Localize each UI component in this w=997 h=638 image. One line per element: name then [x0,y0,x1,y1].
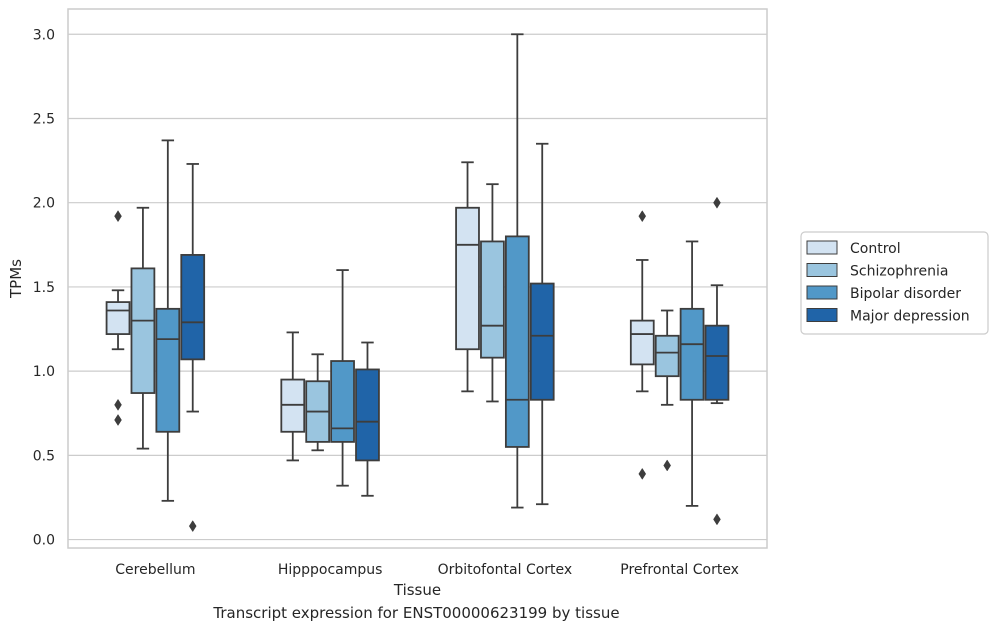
box [355,368,380,462]
box [504,235,530,448]
legend-label: Major depression [850,309,970,325]
y-tick-label: 1.5 [33,280,55,296]
outlier-point [713,513,721,526]
box [654,334,680,378]
outlier-point [114,210,122,223]
box [180,254,206,361]
y-tick-label: 3.0 [33,27,55,43]
box [480,240,505,359]
outlier-point [663,459,671,472]
legend-swatch [806,240,838,255]
box [679,307,705,401]
box [130,267,156,394]
legend-box [800,231,989,335]
box [330,360,355,443]
plot-frame [67,8,768,549]
outlier-point [114,414,122,426]
box [704,324,730,401]
x-tick-label: Hipppocampus [278,562,383,578]
legend-swatch [806,263,838,277]
box [529,282,555,401]
y-tick-label: 2.5 [33,111,55,127]
y-tick-label: 0.5 [33,448,55,464]
legend-label: Bipolar disorder [850,286,961,302]
legend-swatch [806,308,838,322]
plot-area [68,9,767,548]
x-tick-label: Orbitofontal Cortex [438,562,573,578]
outlier-point [114,398,122,411]
x-tick-label: Prefrontal Cortex [620,562,739,578]
outlier-point [188,520,197,533]
outlier-point [713,196,721,209]
legend-label: Schizophrenia [850,264,948,280]
figure-caption: Transcript expression for ENST0000062319… [213,604,620,622]
legend-swatch [806,285,838,300]
box [105,301,131,335]
box [629,319,655,366]
y-tick-label: 2.0 [33,196,55,212]
box [155,307,181,433]
outlier-point [638,210,647,223]
x-tick-label: Cerebellum [115,562,195,578]
x-axis-label: Tissue [393,581,441,599]
legend-label: Control [850,241,901,257]
box [455,206,480,351]
y-tick-label: 0.0 [33,533,55,549]
y-axis-label: TPMs [7,259,25,299]
outlier-point [638,467,647,480]
y-tick-label: 1.0 [33,364,55,380]
